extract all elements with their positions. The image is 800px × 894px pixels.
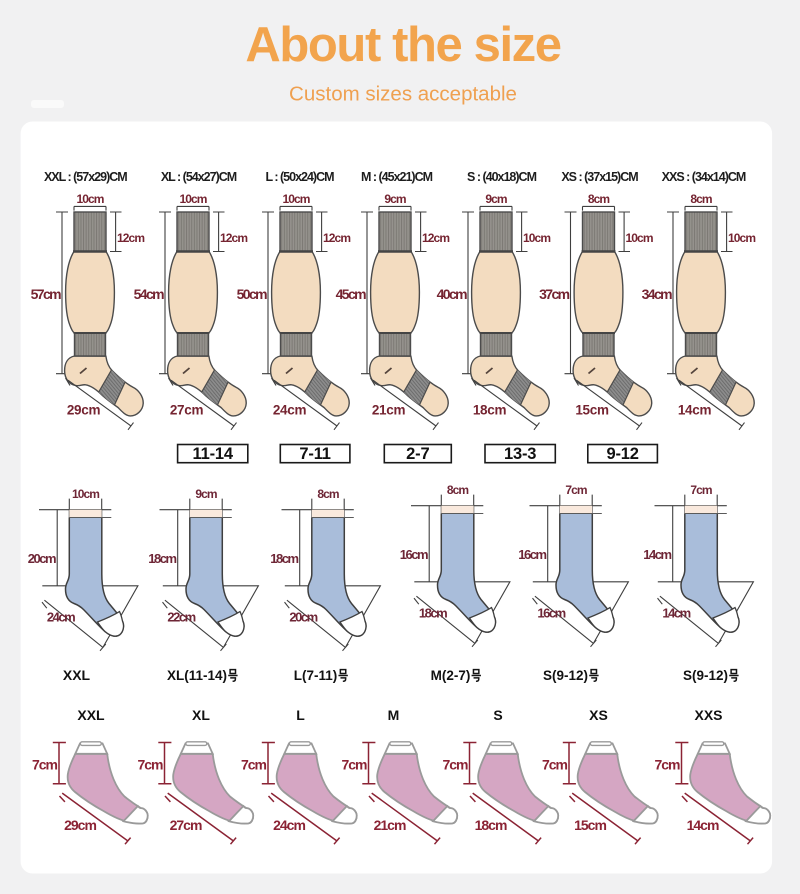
- svg-text:15cm: 15cm: [575, 403, 609, 418]
- svg-text:8cm: 8cm: [588, 192, 610, 206]
- svg-text:27cm: 27cm: [170, 817, 202, 833]
- svg-text:9cm: 9cm: [485, 192, 507, 206]
- svg-text:XXL: XXL: [63, 667, 91, 683]
- svg-text:M(2-7): M(2-7): [431, 668, 471, 683]
- svg-text:34cm: 34cm: [642, 286, 673, 302]
- svg-text:18cm: 18cm: [475, 817, 507, 833]
- svg-text:XL : (54x27)CM: XL : (54x27)CM: [161, 170, 237, 184]
- svg-text:XS: XS: [589, 707, 608, 723]
- svg-text:About the size: About the size: [245, 18, 560, 72]
- svg-text:S(9-12): S(9-12): [683, 668, 728, 683]
- svg-text:9-12: 9-12: [606, 445, 638, 463]
- svg-text:18cm: 18cm: [148, 551, 176, 566]
- svg-text:S(9-12): S(9-12): [543, 668, 588, 683]
- svg-text:18cm: 18cm: [419, 606, 447, 621]
- svg-text:57cm: 57cm: [31, 286, 62, 302]
- svg-text:M: M: [388, 707, 400, 723]
- svg-text:21cm: 21cm: [374, 817, 406, 833]
- svg-text:18cm: 18cm: [270, 551, 298, 566]
- svg-text:Custom sizes acceptable: Custom sizes acceptable: [289, 83, 517, 106]
- svg-text:24cm: 24cm: [273, 403, 307, 418]
- svg-text:9cm: 9cm: [384, 192, 406, 206]
- svg-text:16cm: 16cm: [518, 547, 546, 562]
- svg-text:16cm: 16cm: [537, 606, 565, 621]
- svg-text:14cm: 14cm: [662, 606, 690, 621]
- svg-text:10cm: 10cm: [76, 192, 103, 206]
- svg-text:11-14: 11-14: [193, 445, 234, 463]
- svg-text:7cm: 7cm: [341, 757, 367, 773]
- svg-text:10cm: 10cm: [523, 231, 550, 245]
- svg-text:50cm: 50cm: [237, 286, 268, 302]
- svg-text:16cm: 16cm: [400, 547, 428, 562]
- svg-text:7cm: 7cm: [690, 483, 712, 497]
- svg-text:45cm: 45cm: [336, 286, 367, 302]
- svg-text:M : (45x21)CM: M : (45x21)CM: [361, 170, 433, 184]
- svg-text:XL(11-14): XL(11-14): [167, 668, 227, 683]
- svg-text:22cm: 22cm: [167, 610, 195, 625]
- svg-text:XS : (37x15)CM: XS : (37x15)CM: [561, 170, 638, 184]
- svg-text:7cm: 7cm: [32, 757, 58, 773]
- svg-text:8cm: 8cm: [447, 483, 469, 497]
- svg-text:L(7-11): L(7-11): [294, 668, 338, 683]
- svg-text:S: S: [493, 707, 502, 723]
- svg-text:12cm: 12cm: [323, 231, 350, 245]
- svg-text:12cm: 12cm: [422, 231, 449, 245]
- svg-text:8cm: 8cm: [317, 487, 339, 501]
- svg-text:29cm: 29cm: [67, 403, 101, 418]
- svg-text:XXS : (34x14)CM: XXS : (34x14)CM: [662, 170, 746, 184]
- svg-text:S : (40x18)CM: S : (40x18)CM: [467, 170, 537, 184]
- svg-text:7cm: 7cm: [241, 757, 267, 773]
- svg-text:14cm: 14cm: [678, 403, 712, 418]
- svg-text:10cm: 10cm: [72, 487, 99, 501]
- svg-text:12cm: 12cm: [220, 231, 247, 245]
- svg-text:7-11: 7-11: [299, 445, 330, 463]
- svg-text:10cm: 10cm: [728, 231, 755, 245]
- svg-text:24cm: 24cm: [273, 817, 305, 833]
- svg-text:XXL : (57x29)CM: XXL : (57x29)CM: [44, 170, 127, 184]
- svg-text:10cm: 10cm: [626, 231, 653, 245]
- svg-text:7cm: 7cm: [654, 757, 680, 773]
- svg-text:20cm: 20cm: [289, 610, 317, 625]
- svg-text:24cm: 24cm: [47, 610, 75, 625]
- svg-text:2-7: 2-7: [406, 445, 429, 463]
- svg-text:37cm: 37cm: [539, 286, 570, 302]
- svg-text:10cm: 10cm: [282, 192, 309, 206]
- svg-text:7cm: 7cm: [442, 757, 468, 773]
- svg-text:8cm: 8cm: [690, 192, 712, 206]
- svg-text:9cm: 9cm: [195, 487, 217, 501]
- svg-text:15cm: 15cm: [574, 817, 606, 833]
- svg-text:54cm: 54cm: [134, 286, 165, 302]
- svg-text:L: L: [296, 707, 305, 723]
- svg-text:29cm: 29cm: [64, 817, 96, 833]
- svg-text:7cm: 7cm: [565, 483, 587, 497]
- svg-text:27cm: 27cm: [170, 403, 204, 418]
- svg-text:20cm: 20cm: [28, 551, 56, 566]
- svg-text:21cm: 21cm: [372, 403, 406, 418]
- svg-text:XXL: XXL: [77, 707, 105, 723]
- svg-text:18cm: 18cm: [473, 403, 507, 418]
- svg-text:14cm: 14cm: [643, 547, 671, 562]
- svg-text:XL: XL: [192, 707, 210, 723]
- svg-text:14cm: 14cm: [687, 817, 719, 833]
- svg-text:7cm: 7cm: [137, 757, 163, 773]
- svg-text:7cm: 7cm: [542, 757, 568, 773]
- svg-text:10cm: 10cm: [179, 192, 206, 206]
- svg-text:12cm: 12cm: [117, 231, 144, 245]
- svg-text:40cm: 40cm: [437, 286, 468, 302]
- svg-text:13-3: 13-3: [504, 445, 536, 463]
- svg-text:XXS: XXS: [694, 707, 722, 723]
- svg-text:L : (50x24)CM: L : (50x24)CM: [265, 170, 334, 184]
